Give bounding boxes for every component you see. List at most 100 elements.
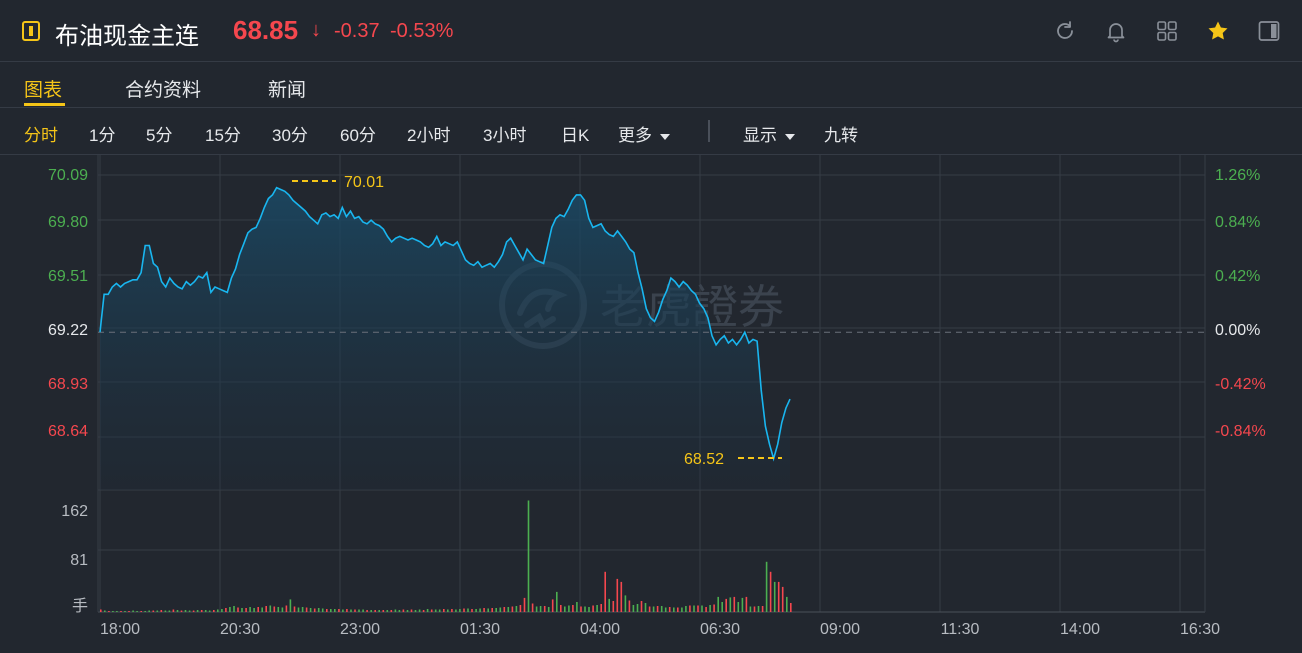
price-tick-label: 69.80 <box>48 214 88 231</box>
volume-bar <box>152 610 155 612</box>
period-15m[interactable]: 15分 <box>205 126 241 145</box>
volume-bar <box>459 609 461 612</box>
refresh-icon[interactable] <box>1053 19 1077 43</box>
volume-bar <box>346 609 348 612</box>
volume-bar <box>374 610 376 612</box>
volume-bar <box>685 606 687 612</box>
volume-bar <box>225 608 227 612</box>
volume-bar <box>245 608 247 612</box>
volume-bar <box>112 611 114 612</box>
volume-bar <box>257 607 259 612</box>
volume-bar <box>765 561 768 612</box>
volume-bar <box>200 610 203 612</box>
volume-bar <box>358 609 360 612</box>
period-5m[interactable]: 5分 <box>146 126 173 145</box>
price-tick-label: 70.09 <box>48 167 88 184</box>
time-tick-label: 23:00 <box>340 621 380 638</box>
volume-bar <box>184 610 187 612</box>
volume-bar <box>580 606 582 612</box>
volume-bar <box>543 606 546 612</box>
volume-bar <box>790 603 792 612</box>
volume-bar <box>467 608 469 612</box>
volume-bar <box>668 607 671 612</box>
volume-bar <box>120 611 122 612</box>
volume-bar <box>749 606 752 612</box>
volume-bar <box>132 610 134 612</box>
display-dropdown[interactable]: 显示 <box>743 121 795 146</box>
tab-news[interactable]: 新闻 <box>268 80 307 101</box>
volume-bar <box>560 605 562 612</box>
volume-bar <box>677 607 679 612</box>
axis-labels: 70.09 69.80 69.51 69.22 68.93 68.64 1.26% 0.84%… <box>48 167 1266 638</box>
volume-bar <box>249 607 251 612</box>
volume-bar <box>289 599 292 612</box>
volume-bar <box>443 609 445 612</box>
volume-bar <box>297 607 300 612</box>
high-label: 70.01 <box>344 174 384 191</box>
volume-bar <box>499 607 502 612</box>
volume-bar <box>277 607 280 612</box>
time-tick-label: 09:00 <box>820 621 860 638</box>
panel-icon[interactable] <box>1257 19 1281 43</box>
volume-bar <box>394 609 397 612</box>
volume-bar <box>192 610 195 612</box>
volume-bar <box>221 609 223 612</box>
volume-bar <box>515 606 518 612</box>
period-60m[interactable]: 60分 <box>340 126 376 145</box>
volume-bar <box>781 586 784 612</box>
tab-contract-info[interactable]: 合约资料 <box>125 80 202 101</box>
volume-bar <box>402 609 405 612</box>
price-tick-label: 68.93 <box>48 376 88 393</box>
intraday-chart[interactable]: 老虎證券 70.0969.8069.5169.2268.9368.641.26%… <box>0 155 1302 653</box>
volume-bar <box>330 609 332 612</box>
instrument-title: 布油现金主连 <box>55 23 199 50</box>
period-30m[interactable]: 30分 <box>272 126 308 145</box>
period-daily[interactable]: 日K <box>561 126 590 145</box>
volume-bar <box>366 610 368 612</box>
chevron-down-icon <box>660 133 670 140</box>
pct-tick-label: 1.26% <box>1215 167 1260 184</box>
volume-bar <box>705 607 707 612</box>
volume-bar <box>213 610 215 612</box>
volume-bar <box>616 578 619 612</box>
pct-tick-label: 0.00% <box>1215 322 1260 339</box>
pct-tick-label: 0.84% <box>1215 214 1260 231</box>
tab-chart[interactable]: 图表 <box>24 80 63 101</box>
volume-bar <box>354 609 356 612</box>
volume-bar <box>640 601 643 612</box>
period-nine-turn[interactable]: 九转 <box>824 126 858 145</box>
display-label: 显示 <box>743 126 777 145</box>
volume-bar <box>539 606 542 612</box>
more-label: 更多 <box>618 126 652 145</box>
price-change: -0.37 <box>334 20 380 42</box>
grid-icon[interactable] <box>1155 19 1179 43</box>
last-price: 68.85 <box>233 15 299 45</box>
volume-bar <box>632 605 635 612</box>
volume-bar <box>656 606 659 612</box>
volume-bar <box>378 610 380 612</box>
volume-bar <box>713 604 715 612</box>
volume-bar <box>144 611 146 612</box>
toolbar-divider <box>708 120 710 142</box>
volume-bar <box>523 597 526 612</box>
volume-bar <box>564 606 566 612</box>
time-tick-label: 04:00 <box>580 621 620 638</box>
bell-icon[interactable] <box>1104 19 1128 43</box>
star-icon[interactable] <box>1206 19 1230 43</box>
time-tick-label: 20:30 <box>220 621 260 638</box>
period-timeshare[interactable]: 分时 <box>24 126 58 145</box>
volume-bar <box>438 609 441 612</box>
volume-bar <box>753 606 756 612</box>
period-3h[interactable]: 3小时 <box>483 126 527 145</box>
volume-bar <box>406 610 409 612</box>
time-tick-label: 14:00 <box>1060 621 1100 638</box>
volume-bar <box>681 607 683 612</box>
volume-tick-label: 81 <box>70 552 88 569</box>
period-1m[interactable]: 1分 <box>89 126 116 145</box>
more-dropdown[interactable]: 更多 <box>618 121 670 146</box>
volume-bar <box>693 605 695 612</box>
tabs-divider <box>0 107 1302 108</box>
period-2h[interactable]: 2小时 <box>407 126 451 145</box>
pct-tick-label: -0.84% <box>1215 423 1266 440</box>
volume-bar <box>100 609 102 612</box>
